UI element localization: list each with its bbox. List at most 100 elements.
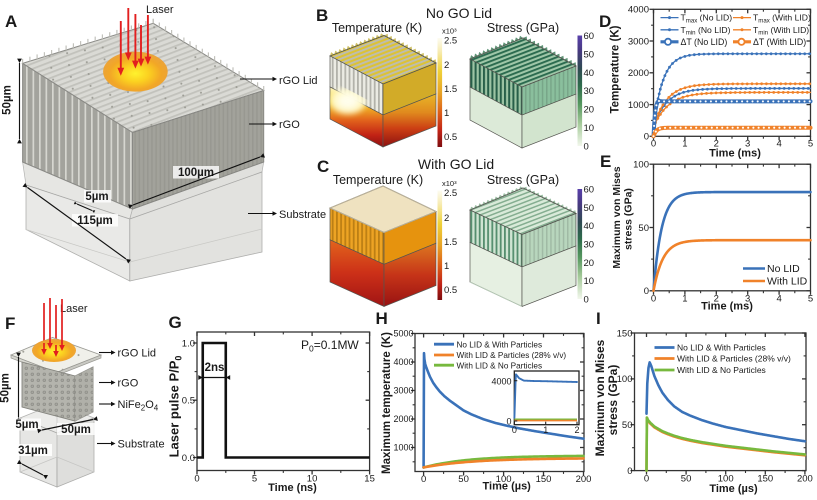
svg-text:10: 10 (584, 123, 595, 134)
svg-text:50: 50 (681, 474, 692, 485)
svg-text:B: B (316, 6, 328, 25)
svg-text:rGO Lid: rGO Lid (279, 75, 318, 87)
svg-text:5000: 5000 (393, 329, 413, 339)
svg-text:Substrate: Substrate (279, 209, 326, 221)
svg-text:rGO: rGO (118, 378, 139, 390)
svg-text:Time (µs): Time (µs) (483, 481, 532, 493)
svg-text:1000: 1000 (393, 443, 413, 453)
svg-text:1000: 1000 (628, 100, 649, 111)
svg-text:40: 40 (584, 221, 595, 232)
svg-text:x10³: x10³ (442, 179, 457, 188)
svg-text:0: 0 (651, 294, 656, 305)
svg-text:50: 50 (638, 223, 649, 234)
svg-text:4: 4 (776, 294, 781, 305)
svg-text:ΔT (With LID): ΔT (With LID) (753, 37, 806, 47)
svg-text:With GO Lid: With GO Lid (418, 156, 494, 172)
svg-text:0: 0 (651, 139, 656, 150)
svg-text:100: 100 (633, 160, 649, 171)
svg-text:0: 0 (512, 425, 517, 435)
svg-text:2.5: 2.5 (444, 36, 457, 47)
svg-text:31µm: 31µm (18, 445, 48, 457)
svg-text:0: 0 (421, 474, 426, 485)
svg-text:50µm: 50µm (0, 373, 12, 403)
svg-text:No LID & With Particles: No LID & With Particles (457, 340, 543, 349)
svg-text:Laser pulse P/P0: Laser pulse P/P0 (167, 356, 184, 458)
svg-text:0.0: 0.0 (182, 453, 195, 464)
svg-text:Time (ms): Time (ms) (701, 301, 753, 313)
svg-text:2000: 2000 (628, 68, 649, 79)
svg-text:Stress (GPa): Stress (GPa) (487, 173, 559, 187)
svg-text:Time (µs): Time (µs) (709, 483, 758, 495)
svg-text:40: 40 (584, 68, 595, 79)
svg-text:5µm: 5µm (15, 419, 38, 431)
svg-text:60: 60 (584, 31, 595, 42)
svg-text:x10³: x10³ (442, 27, 457, 36)
svg-text:5: 5 (808, 294, 813, 305)
svg-text:0: 0 (627, 466, 632, 477)
svg-text:Temperature (K): Temperature (K) (333, 173, 423, 187)
svg-text:50: 50 (622, 420, 633, 431)
svg-text:0: 0 (584, 142, 589, 153)
svg-text:4: 4 (776, 139, 781, 150)
svg-text:Temperature (K): Temperature (K) (332, 21, 422, 35)
svg-text:3000: 3000 (393, 386, 413, 396)
svg-text:1: 1 (682, 139, 687, 150)
svg-text:5µm: 5µm (85, 191, 108, 203)
svg-text:0.5: 0.5 (182, 396, 195, 407)
svg-text:4000: 4000 (393, 357, 413, 367)
svg-text:100: 100 (496, 474, 512, 485)
svg-text:Substrate: Substrate (118, 439, 165, 451)
svg-text:2: 2 (714, 139, 719, 150)
svg-text:1: 1 (682, 294, 687, 305)
svg-text:115µm: 115µm (77, 215, 112, 227)
svg-text:10: 10 (584, 276, 595, 287)
svg-text:0: 0 (644, 474, 649, 485)
svg-text:stress (GPa): stress (GPa) (606, 365, 620, 436)
svg-text:150: 150 (536, 474, 552, 485)
svg-text:rGO: rGO (279, 119, 300, 131)
svg-text:Tmin (No LID): Tmin (No LID) (681, 25, 731, 37)
svg-text:1: 1 (543, 425, 548, 435)
svg-text:1.0: 1.0 (182, 338, 195, 349)
svg-text:Maximum von Mises: Maximum von Mises (611, 166, 623, 268)
svg-text:Tmax (No LID): Tmax (No LID) (681, 13, 733, 25)
svg-text:30: 30 (584, 86, 595, 97)
svg-text:A: A (5, 12, 17, 31)
svg-text:Tmax (With LID): Tmax (With LID) (753, 13, 811, 25)
svg-text:20: 20 (584, 258, 595, 269)
svg-text:100: 100 (617, 374, 633, 385)
svg-text:60: 60 (584, 185, 595, 196)
svg-text:150: 150 (617, 328, 633, 339)
svg-text:1.5: 1.5 (444, 237, 457, 248)
svg-text:Stress (GPa): Stress (GPa) (487, 21, 559, 35)
svg-text:200: 200 (797, 474, 813, 485)
svg-text:Time (ns): Time (ns) (268, 482, 317, 494)
svg-text:NiFe2O4: NiFe2O4 (118, 399, 159, 413)
svg-text:2.5: 2.5 (444, 188, 457, 199)
svg-text:C: C (317, 157, 329, 176)
svg-text:G: G (169, 313, 182, 332)
svg-text:No LID: No LID (767, 263, 800, 275)
svg-text:0: 0 (584, 295, 589, 306)
svg-text:50: 50 (584, 203, 595, 214)
svg-text:Maximum temperature (K): Maximum temperature (K) (381, 332, 393, 474)
svg-text:With LID & No Particles: With LID & No Particles (457, 361, 543, 370)
svg-text:E: E (600, 152, 611, 171)
svg-text:1: 1 (444, 108, 449, 119)
svg-text:2: 2 (714, 294, 719, 305)
svg-text:2: 2 (444, 60, 449, 71)
svg-text:Laser: Laser (60, 303, 88, 315)
svg-text:0.5: 0.5 (444, 132, 457, 143)
svg-text:30: 30 (584, 240, 595, 251)
svg-text:15: 15 (364, 474, 375, 485)
svg-text:D: D (599, 12, 611, 31)
svg-text:4000: 4000 (628, 5, 649, 16)
svg-text:10: 10 (307, 474, 318, 485)
svg-text:With LID & Particles (28% v/v): With LID & Particles (28% v/v) (677, 354, 791, 364)
svg-text:Temperature (K): Temperature (K) (610, 25, 622, 113)
svg-text:20: 20 (584, 105, 595, 116)
svg-text:F: F (5, 314, 15, 333)
svg-text:50: 50 (584, 49, 595, 60)
svg-text:0.5: 0.5 (444, 285, 457, 296)
svg-text:Time (ms): Time (ms) (709, 148, 761, 160)
